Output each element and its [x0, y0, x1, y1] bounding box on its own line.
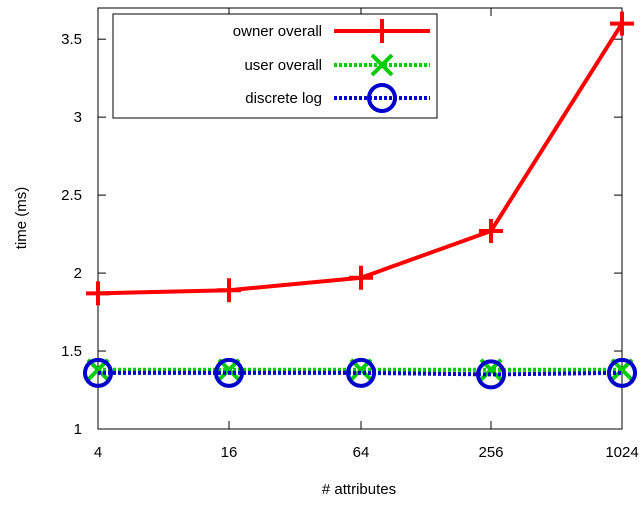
- y-tick-label: 2.5: [61, 187, 82, 204]
- y-tick-label: 1.5: [61, 343, 82, 360]
- y-tick-label: 3: [74, 109, 82, 126]
- series-owner-overall: [86, 11, 634, 306]
- axis-ticks: 1 1.5 2 2.5 3 3.5 4 16 64 256 1024: [61, 8, 639, 461]
- data-marker: [367, 83, 397, 113]
- axis-labels: # attributes time (ms): [13, 187, 396, 498]
- x-tick-label: 256: [478, 444, 503, 461]
- x-axis-label: # attributes: [322, 481, 396, 498]
- x-tick-label: 1024: [605, 444, 638, 461]
- legend-label: owner overall: [233, 23, 322, 40]
- data-marker: [214, 357, 244, 388]
- y-tick-label: 3.5: [61, 31, 82, 48]
- data-marker: [370, 53, 394, 77]
- y-tick-label: 2: [74, 265, 82, 282]
- series-line: [98, 370, 623, 377]
- y-tick-label: 1: [74, 421, 82, 438]
- legend-label: user overall: [244, 57, 322, 74]
- legend: owner overall user overall discrete log: [112, 13, 438, 119]
- x-tick-label: 16: [221, 444, 238, 461]
- series-discrete-log: [83, 357, 637, 390]
- series-layer: [83, 11, 637, 390]
- series-user-overall: [86, 358, 634, 382]
- legend-label: discrete log: [245, 90, 322, 107]
- x-tick-label: 64: [353, 444, 370, 461]
- legend-items: owner overall user overall discrete log: [233, 19, 430, 113]
- data-marker: [476, 359, 506, 390]
- y-axis-label: time (ms): [13, 187, 30, 250]
- x-tick-label: 4: [94, 444, 102, 461]
- data-marker: [83, 357, 113, 388]
- data-marker: [346, 357, 376, 388]
- plot-frame: [97, 7, 623, 430]
- data-marker: [607, 357, 637, 388]
